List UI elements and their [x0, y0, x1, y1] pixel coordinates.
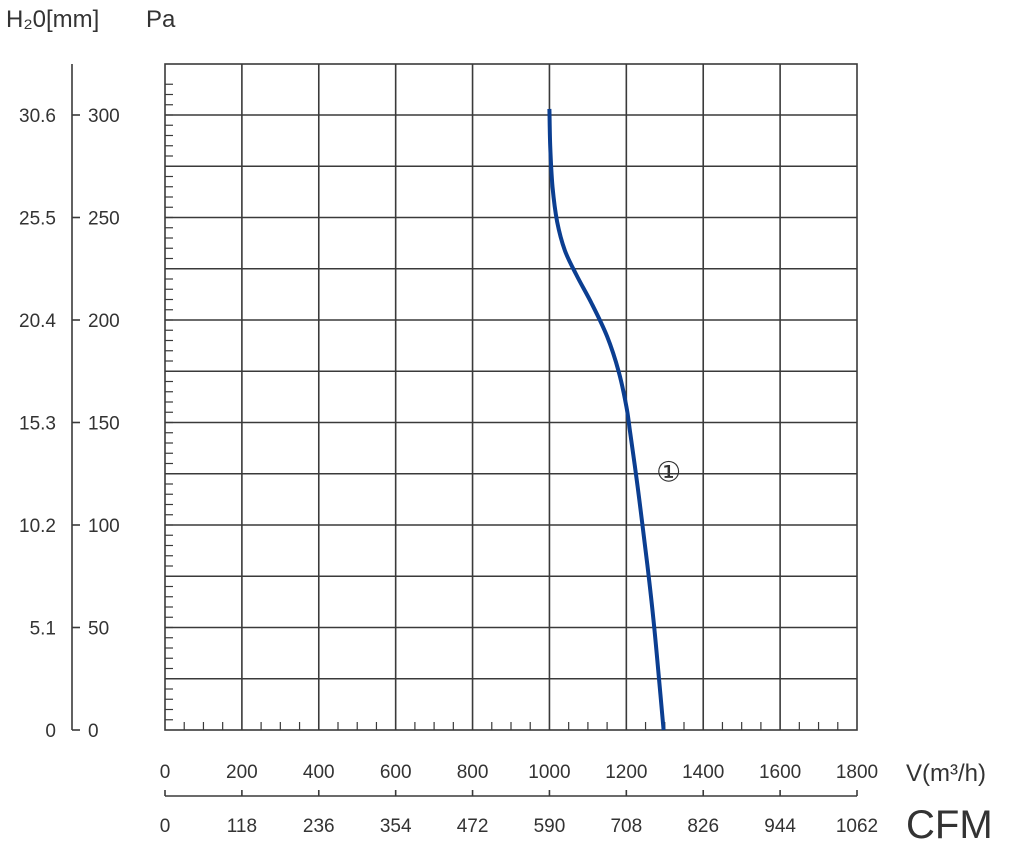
x-tick-label: 200: [226, 762, 258, 783]
tick-labels: 0 0 50 5.1 100 10.2 150 15.3 200 20.4 250 25.5 300 30…: [19, 106, 878, 837]
y-tick-label-secondary: 25.5: [19, 209, 56, 230]
y-tick-label: 250: [88, 209, 120, 230]
x-tick-label: 600: [380, 762, 412, 783]
grid: [164, 63, 858, 731]
x-tick-label-secondary: 0: [160, 816, 171, 837]
series-layer: ①: [547, 108, 681, 731]
y-tick-label: 150: [88, 414, 120, 435]
x-axis-secondary-label: CFM: [906, 803, 993, 845]
y-tick-label: 50: [88, 619, 109, 640]
y-axis-label: Pa: [146, 6, 176, 33]
plot-frame: [164, 63, 858, 731]
series-marker-label: ①: [656, 456, 681, 489]
y-tick-label-secondary: 30.6: [19, 106, 56, 127]
x-tick-label: 1000: [528, 762, 570, 783]
x-tick-label-secondary: 236: [303, 816, 335, 837]
y-tick-label-secondary: 10.2: [19, 516, 56, 537]
x-tick-label-secondary: 708: [610, 816, 642, 837]
series-line: [547, 108, 666, 731]
x-tick-label: 400: [303, 762, 335, 783]
x-tick-label: 0: [160, 762, 171, 783]
x-tick-label: 800: [457, 762, 489, 783]
x-tick-label: 1600: [759, 762, 801, 783]
y-tick-label: 100: [88, 516, 120, 537]
x-axis-label: V(m³/h): [906, 760, 986, 787]
x-tick-label-secondary: 590: [534, 816, 566, 837]
x-tick-label: 1400: [682, 762, 724, 783]
y-tick-label: 300: [88, 106, 120, 127]
y-axis-secondary-label: H₂0[mm]: [6, 6, 99, 33]
x-tick-label: 1200: [605, 762, 647, 783]
y-tick-label-secondary: 0: [45, 721, 56, 742]
axes: [71, 64, 858, 797]
y-tick-label: 200: [88, 311, 120, 332]
y-tick-label-secondary: 20.4: [19, 311, 56, 332]
x-tick-label-secondary: 118: [227, 816, 257, 837]
y-tick-label-secondary: 5.1: [30, 619, 56, 640]
x-tick-label-secondary: 354: [380, 816, 412, 837]
y-tick-label: 0: [88, 721, 99, 742]
x-tick-label: 1800: [836, 762, 878, 783]
x-tick-label-secondary: 826: [687, 816, 719, 837]
x-tick-label-secondary: 944: [764, 816, 796, 837]
x-tick-label-secondary: 472: [457, 816, 489, 837]
x-tick-label-secondary: 1062: [836, 816, 878, 837]
y-tick-label-secondary: 15.3: [19, 414, 56, 435]
